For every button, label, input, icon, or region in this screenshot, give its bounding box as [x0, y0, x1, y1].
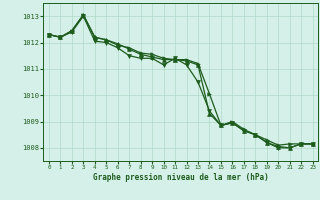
X-axis label: Graphe pression niveau de la mer (hPa): Graphe pression niveau de la mer (hPa) — [93, 173, 269, 182]
